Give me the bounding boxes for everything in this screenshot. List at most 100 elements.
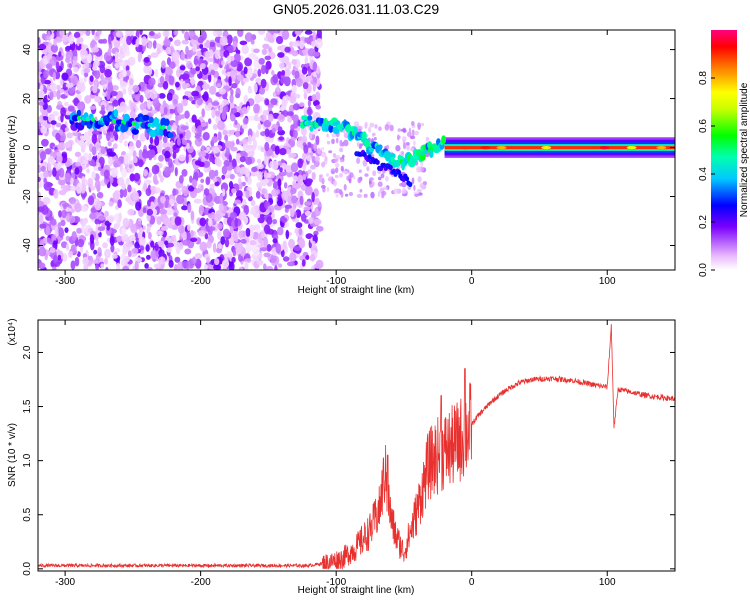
noise-blob [182,73,190,80]
noise-blob [302,174,307,181]
y-tick-label: 40 [22,44,33,56]
noise-blob [75,43,82,51]
noise-blob [211,136,218,143]
noise-blob [213,264,221,270]
noise-blob [58,189,67,196]
noise-blob [152,34,160,39]
noise-blob [70,260,76,270]
ridge-blob [332,121,337,127]
noise-blob [318,150,322,155]
noise-blob [222,105,229,113]
noise-blob [303,206,311,211]
noise-blob [343,170,348,175]
noise-blob [266,244,272,252]
noise-blob [179,133,184,139]
noise-blob [356,142,360,147]
noise-blob [91,30,95,36]
noise-blob [277,126,283,132]
noise-blob [96,201,102,209]
noise-blob [68,51,73,59]
noise-blob [292,175,298,183]
noise-blob [162,135,168,144]
noise-blob [49,247,56,253]
noise-blob [371,181,375,186]
noise-blob [230,107,238,114]
noise-blob [98,215,106,221]
noise-blob [74,151,81,157]
noise-blob [315,135,320,146]
noise-blob [255,190,261,199]
noise-blob [249,224,255,231]
noise-blob [380,173,385,179]
noise-blob [129,110,135,118]
noise-blob [258,57,265,65]
noise-blob [55,54,64,61]
noise-blob [100,263,105,269]
noise-blob [197,161,205,167]
noise-blob [271,70,275,76]
noise-blob [221,174,226,180]
noise-blob [248,53,256,60]
noise-blob [291,195,298,204]
noise-blob [83,159,89,165]
noise-blob [185,154,189,164]
noise-blob [147,99,152,110]
colorbar-tick-label: 0.8 [698,71,709,85]
noise-blob [292,114,299,123]
noise-blob [253,83,258,93]
noise-blob [326,173,329,177]
noise-blob [225,64,230,74]
noise-blob [165,73,170,82]
noise-blob [291,41,300,47]
noise-blob [299,40,305,50]
noise-blob [313,76,317,84]
noise-blob [353,121,359,127]
noise-blob [260,78,267,89]
ridge-blob [113,109,119,118]
ridge-blob [408,181,413,187]
noise-blob [172,152,177,159]
noise-blob [230,102,234,108]
noise-blob [363,193,368,198]
noise-blob [52,71,56,81]
noise-blob [201,108,205,118]
noise-blob [335,194,339,198]
noise-blob [242,77,250,83]
noise-blob [421,166,424,172]
noise-blob [148,232,152,240]
noise-blob [159,104,164,115]
noise-blob [275,35,284,45]
noise-blob [377,191,381,198]
noise-blob [229,237,235,246]
noise-blob [374,124,378,129]
noise-blob [278,263,283,268]
noise-blob [402,142,407,150]
noise-blob [115,248,121,253]
noise-blob [262,43,270,50]
noise-blob [121,168,127,179]
noise-blob [271,160,279,171]
noise-blob [207,102,213,110]
noise-blob [306,154,312,162]
noise-blob [126,35,132,46]
noise-blob [46,105,52,113]
noise-blob [176,247,181,255]
noise-blob [232,249,237,257]
noise-blob [38,43,47,51]
noise-blob [333,180,337,187]
noise-blob [84,95,92,104]
noise-blob [204,233,209,240]
noise-blob [349,172,354,178]
noise-blob [212,146,220,154]
noise-blob [232,231,238,240]
noise-blob [193,198,202,204]
noise-blob [47,30,51,38]
noise-blob [396,188,402,194]
noise-blob [197,230,206,237]
noise-blob [409,147,415,152]
noise-blob [231,256,236,263]
noise-blob [73,31,81,39]
noise-blob [373,137,377,141]
noise-blob [202,160,211,168]
y-tick-label: 1.0 [22,453,33,467]
